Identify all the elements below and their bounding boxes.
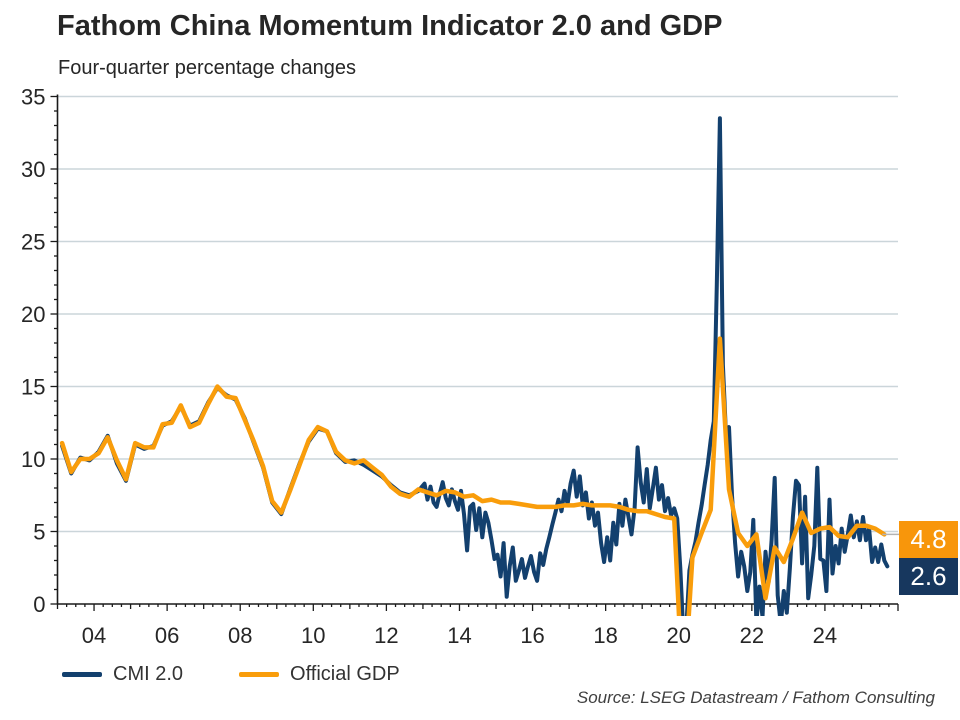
x-tick-label: 06 xyxy=(155,623,179,648)
x-tick-label: 14 xyxy=(447,623,471,648)
legend-label-cmi: CMI 2.0 xyxy=(113,662,184,685)
x-tick-label: 04 xyxy=(82,623,106,648)
gdp-line-swatch-icon xyxy=(239,671,280,677)
legend-item-gdp: Official GDP xyxy=(239,663,400,686)
y-tick-label: 25 xyxy=(21,230,45,255)
gdp-latest-badge: 4.8 xyxy=(899,521,958,558)
legend: CMI 2.0 Official GDP xyxy=(62,662,456,686)
x-tick-label: 20 xyxy=(666,623,690,648)
y-tick-label: 10 xyxy=(21,447,45,472)
chart-title: Fathom China Momentum Indicator 2.0 and … xyxy=(57,10,723,42)
cmi-line-swatch-icon xyxy=(62,671,102,677)
x-tick-label: 08 xyxy=(228,623,252,648)
gdp-line xyxy=(59,336,887,616)
y-tick-label: 35 xyxy=(21,85,45,110)
x-tick-label: 10 xyxy=(301,623,325,648)
chart-subtitle: Four-quarter percentage changes xyxy=(58,57,356,79)
y-tick-label: 15 xyxy=(21,375,45,400)
cmi-latest-badge: 2.6 xyxy=(899,558,958,595)
x-tick-label: 16 xyxy=(520,623,544,648)
y-tick-label: 30 xyxy=(21,157,45,182)
cmi-line xyxy=(60,116,890,616)
source-note: Source: LSEG Datastream / Fathom Consult… xyxy=(576,688,935,707)
x-tick-label: 24 xyxy=(813,623,837,648)
x-tick-label: 12 xyxy=(374,623,398,648)
x-tick-label: 22 xyxy=(740,623,764,648)
y-tick-label: 20 xyxy=(21,302,45,327)
y-tick-label: 0 xyxy=(33,592,45,617)
legend-label-gdp: Official GDP xyxy=(290,662,400,685)
y-tick-label: 5 xyxy=(33,520,45,545)
legend-item-cmi: CMI 2.0 xyxy=(62,663,183,686)
x-tick-label: 18 xyxy=(593,623,617,648)
